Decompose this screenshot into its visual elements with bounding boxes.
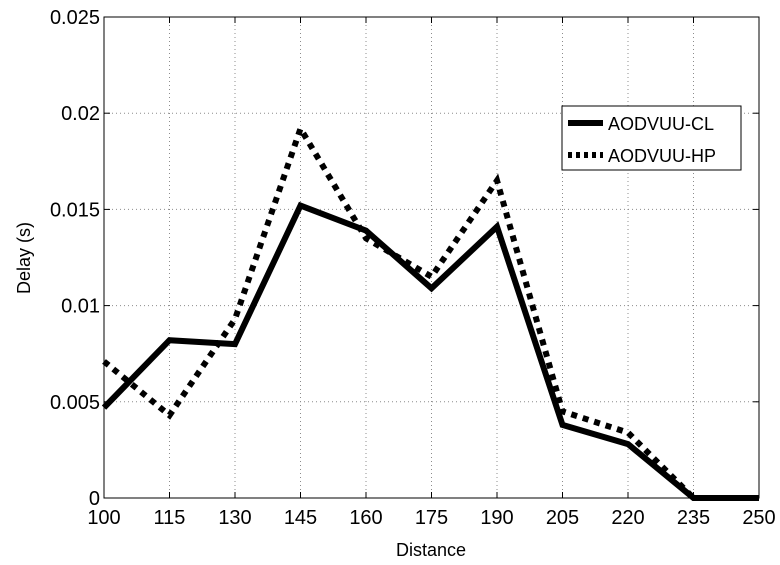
y-tick-label: 0 <box>89 488 100 510</box>
x-tick-label: 160 <box>349 507 382 529</box>
x-tick-label: 205 <box>546 507 579 529</box>
x-tick-label: 130 <box>218 507 251 529</box>
x-tick-label: 235 <box>677 507 710 529</box>
x-tick-label: 190 <box>480 507 513 529</box>
y-tick-label: 0.015 <box>50 199 100 221</box>
x-tick-label: 100 <box>87 507 120 529</box>
x-axis-title: Distance <box>396 540 466 560</box>
x-tick-label: 115 <box>154 507 186 529</box>
x-tick-label: 250 <box>742 507 775 529</box>
x-tick-label: 220 <box>611 507 644 529</box>
legend-label-aodvuu-hp: AODVUU-HP <box>608 146 716 166</box>
y-tick-label: 0.01 <box>61 296 100 318</box>
legend: AODVUU-CL AODVUU-HP <box>561 105 742 171</box>
series-layer <box>101 121 760 501</box>
axis-ticks <box>103 16 760 499</box>
y-tick-label: 0.005 <box>50 392 100 414</box>
legend-label-aodvuu-cl: AODVUU-CL <box>608 114 714 134</box>
legend-box <box>561 105 742 171</box>
y-tick-label: 0.025 <box>50 7 100 29</box>
y-tick-label: 0.02 <box>61 103 100 125</box>
grid-lines <box>104 17 759 498</box>
y-axis-title: Delay (s) <box>14 222 34 294</box>
x-tick-label: 145 <box>284 507 317 529</box>
tick-labels: 100 115 130 145 160 175 190 205 220 235 250 0 0.005 0… <box>50 7 776 529</box>
x-tick-label: 175 <box>415 507 448 529</box>
